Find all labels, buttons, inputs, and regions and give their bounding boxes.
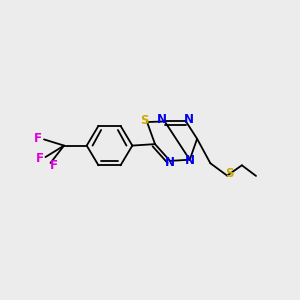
Text: S: S (225, 167, 234, 180)
Text: N: N (165, 156, 175, 169)
Text: N: N (184, 113, 194, 127)
Text: F: F (50, 159, 58, 172)
Text: F: F (34, 132, 41, 145)
Text: N: N (157, 113, 167, 127)
Text: F: F (36, 152, 43, 165)
Text: S: S (140, 114, 148, 127)
Text: N: N (185, 154, 195, 167)
